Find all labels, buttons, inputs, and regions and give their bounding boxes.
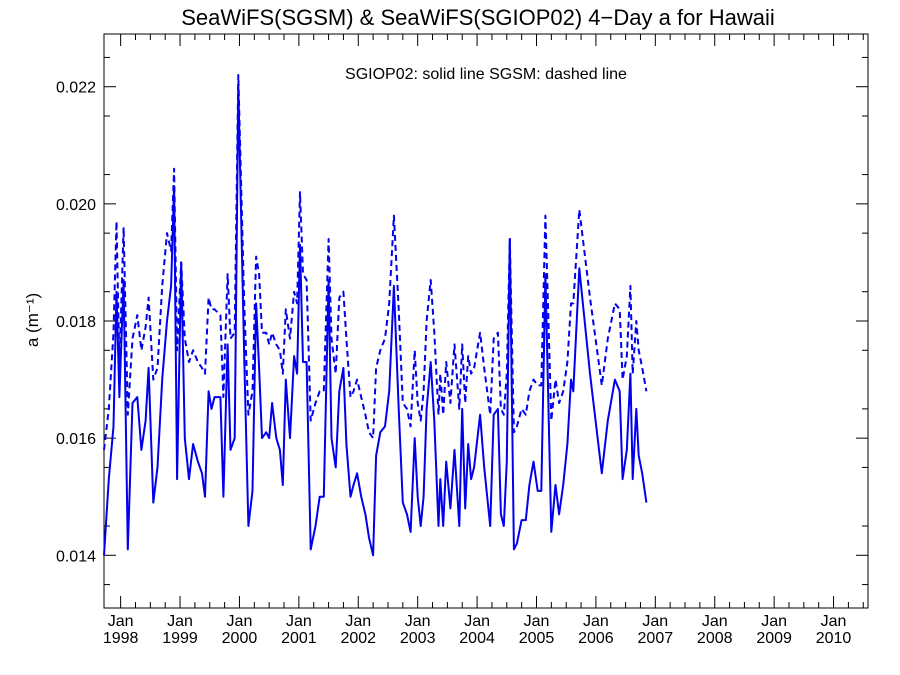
plot-frame: [103, 33, 869, 609]
x-tick-label-year: 2009: [756, 630, 792, 647]
x-tick-label-month: Jan: [702, 613, 728, 630]
y-axis-ticks: 0.014 0.016 0.018 0.020 0.022: [56, 56, 868, 586]
x-tick-label-month: Jan: [821, 613, 847, 630]
y-tick-label: 0.020: [56, 197, 96, 214]
x-tick-label-year: 2000: [222, 630, 258, 647]
x-tick-label-year: 2007: [638, 630, 674, 647]
x-tick-label-year: 2002: [340, 630, 376, 647]
x-tick-label-month: Jan: [345, 613, 371, 630]
x-tick-label-year: 2003: [400, 630, 436, 647]
x-tick-label-month: Jan: [405, 613, 431, 630]
series-line-sgsm: [103, 74, 648, 451]
x-tick-label-year: 1999: [162, 630, 198, 647]
x-tick-label-year: 1998: [103, 630, 139, 647]
x-tick-label-month: Jan: [583, 613, 609, 630]
x-tick-label-month: Jan: [524, 613, 550, 630]
x-tick-label-month: Jan: [108, 613, 134, 630]
y-tick-label: 0.018: [56, 314, 96, 331]
series-layer: [103, 74, 648, 557]
chart-title: SeaWiFS(SGSM) & SeaWiFS(SGIOP02) 4−Day a…: [181, 5, 775, 30]
y-tick-label: 0.016: [56, 431, 96, 448]
y-tick-label: 0.022: [56, 80, 96, 97]
line-style-note: SGIOP02: solid line SGSM: dashed line: [345, 66, 627, 83]
x-tick-label-year: 2010: [816, 630, 852, 647]
series-line-sgiop02: [103, 85, 648, 557]
x-tick-label-year: 2004: [459, 630, 495, 647]
x-tick-label-year: 2008: [697, 630, 733, 647]
x-tick-label-year: 2006: [578, 630, 614, 647]
x-tick-label-month: Jan: [761, 613, 787, 630]
x-tick-label-month: Jan: [286, 613, 312, 630]
x-tick-label-month: Jan: [167, 613, 193, 630]
y-axis-label: a (m⁻¹): [23, 293, 42, 347]
x-tick-label-year: 2001: [281, 630, 317, 647]
x-tick-label-month: Jan: [642, 613, 668, 630]
x-tick-label-year: 2005: [519, 630, 555, 647]
x-axis-ticks: Jan1998Jan1999Jan2000Jan2001Jan2002Jan20…: [103, 34, 864, 647]
y-tick-label: 0.014: [56, 548, 96, 565]
x-tick-label-month: Jan: [227, 613, 253, 630]
x-tick-label-month: Jan: [464, 613, 490, 630]
